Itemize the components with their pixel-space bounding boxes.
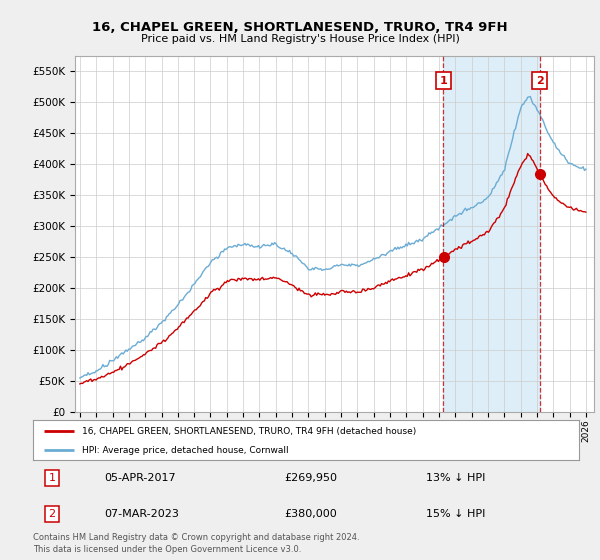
Text: 1: 1 <box>439 76 447 86</box>
Text: £269,950: £269,950 <box>284 473 337 483</box>
Text: 16, CHAPEL GREEN, SHORTLANESEND, TRURO, TR4 9FH: 16, CHAPEL GREEN, SHORTLANESEND, TRURO, … <box>92 21 508 34</box>
Text: HPI: Average price, detached house, Cornwall: HPI: Average price, detached house, Corn… <box>82 446 289 455</box>
Text: 13% ↓ HPI: 13% ↓ HPI <box>426 473 485 483</box>
Text: 2: 2 <box>536 76 544 86</box>
Text: 15% ↓ HPI: 15% ↓ HPI <box>426 509 485 519</box>
Text: 05-APR-2017: 05-APR-2017 <box>104 473 176 483</box>
Text: Contains HM Land Registry data © Crown copyright and database right 2024.
This d: Contains HM Land Registry data © Crown c… <box>33 533 359 554</box>
Text: 2: 2 <box>49 509 56 519</box>
Text: 16, CHAPEL GREEN, SHORTLANESEND, TRURO, TR4 9FH (detached house): 16, CHAPEL GREEN, SHORTLANESEND, TRURO, … <box>82 427 416 436</box>
Bar <box>443 56 539 412</box>
Text: 1: 1 <box>49 473 56 483</box>
Text: £380,000: £380,000 <box>284 509 337 519</box>
Text: 07-MAR-2023: 07-MAR-2023 <box>104 509 179 519</box>
Text: Price paid vs. HM Land Registry's House Price Index (HPI): Price paid vs. HM Land Registry's House … <box>140 34 460 44</box>
